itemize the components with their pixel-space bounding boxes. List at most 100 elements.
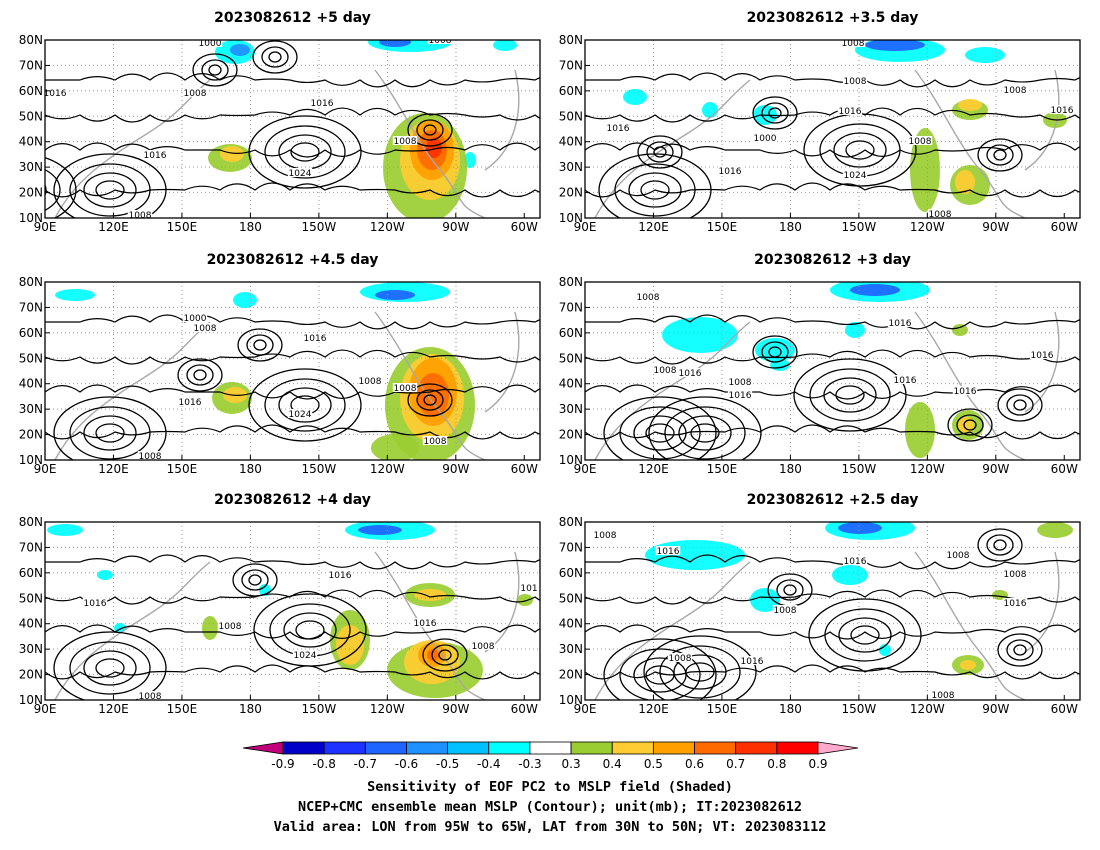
mslp-contour [241, 569, 269, 591]
x-tick-label: 90W [982, 220, 1009, 234]
mslp-contour [45, 349, 540, 365]
y-tick-label: 80N [559, 275, 583, 289]
mslp-contour [45, 424, 540, 440]
panel-frame [584, 39, 1081, 219]
y-tick-label: 40N [19, 617, 43, 631]
mslp-contour [201, 59, 229, 81]
sensitivity-shading [427, 649, 439, 661]
coastline [594, 311, 1060, 460]
x-tick-label: 120E [638, 702, 669, 716]
y-tick-label: 40N [559, 135, 583, 149]
sensitivity-shading [358, 525, 402, 535]
y-tick-label: 80N [559, 33, 583, 47]
sensitivity-shading [426, 138, 442, 158]
x-tick-label: 90E [34, 220, 57, 234]
colorbar-label: 0.4 [603, 757, 622, 771]
colorbar-max-arrow [817, 741, 859, 755]
mslp-contour [761, 341, 789, 363]
x-tick-label: 90W [442, 702, 469, 716]
map-panel-2: 2023082612 +3.5 day100810081016100010161… [559, 10, 1081, 234]
mslp-contour [1006, 394, 1034, 416]
contour-label-bg [592, 530, 618, 539]
mslp-contour [833, 132, 887, 168]
mslp-contour [997, 633, 1043, 667]
y-tick-label: 30N [559, 642, 583, 656]
contour-label-bg [217, 621, 243, 630]
contour-label-bg [727, 390, 753, 399]
colorbar-label: 0.3 [562, 757, 581, 771]
y-tick-label: 60N [19, 326, 43, 340]
caption-line-1: Sensitivity of EOF PC2 to MSLP field (Sh… [367, 779, 733, 795]
sensitivity-shading [958, 417, 974, 433]
contour-label-bg [635, 292, 661, 301]
contour-label: 1024 [294, 651, 317, 661]
contour-label-bg [45, 88, 68, 97]
y-tick-label: 10N [559, 211, 583, 225]
contour-label-bg [840, 40, 866, 47]
contour-label-bg [392, 136, 418, 145]
y-tick-label: 30N [19, 642, 43, 656]
mslp-contour [603, 638, 717, 700]
caption: Sensitivity of EOF PC2 to MSLP field (Sh… [274, 779, 827, 835]
colorbar-label: -0.4 [477, 757, 500, 771]
mslp-contour [232, 563, 278, 597]
contour-label: 1016 [304, 334, 327, 344]
contour-label: 1016 [1051, 106, 1074, 116]
mslp-contour [186, 364, 214, 386]
mslp-contour [997, 388, 1043, 422]
mslp-contour [95, 658, 125, 678]
sensitivity-shading [850, 284, 900, 296]
sensitivity-shading [838, 522, 882, 534]
mslp-contour [95, 180, 125, 200]
x-tick-label: 150E [167, 702, 198, 716]
colorbar-label: 0.7 [726, 757, 745, 771]
contour-label-bg [1029, 350, 1055, 359]
mslp-contour [585, 142, 1080, 158]
contour-label: 1008 [394, 384, 417, 394]
mslp-contour [993, 149, 1007, 161]
colorbar-box [570, 741, 613, 755]
mslp-contour [83, 650, 137, 686]
contour-label-bg [327, 570, 353, 579]
y-tick-label: 30N [19, 160, 43, 174]
mslp-contour [776, 579, 804, 601]
contour-label-bg [842, 556, 868, 565]
contour-label: 1008 [669, 654, 692, 664]
contour-label: 1008 [729, 378, 752, 388]
mslp-contour [585, 182, 1080, 198]
contour-label: 1008 [394, 137, 417, 147]
contour-label: 1000 [754, 134, 777, 144]
contour-label: 1016 [329, 571, 352, 581]
mslp-contour [45, 624, 540, 640]
contour-label-bg [287, 168, 313, 177]
panel-field: 1008 1016 1016 1008 1008 1008 1008 1016 1016 1008 [585, 522, 1080, 700]
mslp-contour [45, 72, 540, 88]
colorbar-box [652, 741, 695, 755]
mslp-contour [69, 641, 151, 695]
sensitivity-shading [879, 644, 891, 656]
mslp-contour [768, 107, 782, 119]
colorbar-box [323, 741, 366, 755]
mslp-contour [690, 423, 720, 443]
contour-label: 1008 [637, 293, 660, 303]
mslp-contour [53, 631, 167, 700]
y-tick-label: 70N [19, 540, 43, 554]
mslp-contour [95, 423, 125, 443]
mslp-contour [585, 314, 1080, 330]
contour-label: 1024 [289, 169, 312, 179]
mslp-contour [253, 339, 267, 351]
sensitivity-shading [865, 40, 925, 51]
y-tick-label: 30N [559, 402, 583, 416]
y-tick-label: 20N [559, 428, 583, 442]
y-tick-label: 50N [19, 591, 43, 605]
x-tick-label: 120E [638, 220, 669, 234]
contour-label-bg [667, 653, 693, 662]
panel-title: 2023082612 +3 day [754, 252, 911, 268]
x-tick-label: 120W [910, 220, 945, 234]
y-tick-label: 60N [559, 326, 583, 340]
contour-label: 1008 [219, 622, 242, 632]
mslp-contour [69, 406, 151, 460]
y-tick-label: 50N [559, 351, 583, 365]
